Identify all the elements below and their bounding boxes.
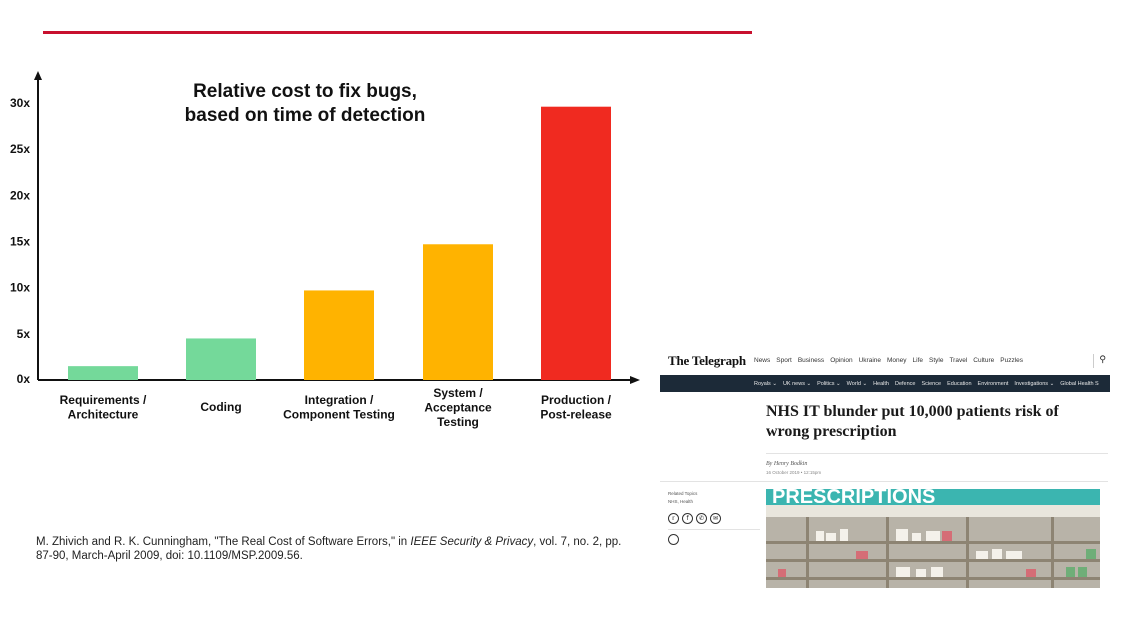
telegraph-logo: The Telegraph [668, 353, 746, 368]
subnav-item[interactable]: Global Health S [1060, 380, 1099, 387]
nav-item-ukraine[interactable]: Ukraine [858, 357, 881, 364]
subnav-item[interactable]: Environment [977, 380, 1009, 387]
divider [668, 529, 760, 530]
nav-item-opinion[interactable]: Opinion [830, 357, 853, 364]
related-topics: Related Topics NHS, Health [668, 490, 697, 506]
related-topics-value: NHS, Health [668, 499, 694, 504]
article-headline: NHS IT blunder put 10,000 patients risk … [766, 403, 1059, 440]
y-tick-label: 5x [17, 327, 31, 341]
y-tick-label: 25x [10, 142, 30, 156]
y-tick-label: 0x [17, 372, 31, 386]
email-icon[interactable]: ✉ [710, 513, 721, 524]
nav-item-life[interactable]: Life [912, 357, 923, 364]
bar-chart: 0x 5x 10x 15x 20x 25x 30x Requirements / Archite… [10, 71, 640, 429]
related-topics-label: Related Topics [668, 491, 698, 496]
telegraph-header: The Telegraph News Sport Business Opinion Uk… [660, 348, 1110, 374]
y-tick-label: 20x [10, 188, 30, 202]
y-tick-label: 15x [10, 235, 30, 249]
bar [304, 290, 374, 380]
share-buttons: 𝕣 f ✆ ✉ [668, 513, 721, 524]
y-tick-label: 10x [10, 281, 30, 295]
y-tick-label: 30x [10, 96, 30, 110]
article-date: 16 October 2019 • 12:15pm [766, 470, 822, 475]
top-red-rule [43, 31, 752, 34]
nav-item-money[interactable]: Money [887, 357, 907, 364]
subnav-item[interactable]: Education [947, 380, 972, 387]
x-tick-label: Production / Post-release [540, 393, 612, 422]
x-axis-arrowhead [630, 376, 640, 384]
photo-sign-text: PRESCRIPTIONS [772, 489, 935, 508]
telegraph-subnav: Royals ⌄ UK news ⌄ Politics ⌄ World ⌄ Health… [660, 375, 1110, 392]
comment-icon[interactable] [668, 534, 679, 545]
bar [68, 366, 138, 380]
telegraph-nav: News Sport Business Opinion Ukraine Money Life… [754, 357, 1023, 364]
nav-item-puzzles[interactable]: Puzzles [1000, 357, 1024, 364]
chart-title: Relative cost to fix bugs, based on time… [184, 81, 426, 126]
citation-authors: M. Zhivich and R. K. Cunningham, "The Re… [36, 536, 411, 548]
nav-item-news[interactable]: News [754, 357, 771, 364]
nav-item-business[interactable]: Business [797, 357, 825, 364]
subnav-item[interactable]: Health [873, 380, 889, 387]
divider [766, 453, 1108, 454]
search-icon[interactable]: ⚲ [1099, 355, 1106, 365]
subnav-item[interactable]: Science [921, 380, 942, 387]
nav-item-style[interactable]: Style [929, 357, 944, 364]
citation: M. Zhivich and R. K. Cunningham, "The Re… [36, 535, 636, 563]
bar [541, 106, 611, 381]
divider [660, 481, 1108, 482]
bar [423, 244, 493, 380]
citation-journal: IEEE Security & Privacy [410, 536, 534, 548]
x-tick-label: Coding [200, 400, 241, 414]
subnav-item[interactable]: World ⌄ [846, 380, 868, 387]
nav-divider [1093, 354, 1094, 368]
y-axis-arrowhead [34, 71, 42, 80]
x-tick-label: Requirements / Architecture [60, 393, 147, 422]
subnav-item[interactable]: Investigations ⌄ [1014, 380, 1055, 387]
subnav-item[interactable]: Royals ⌄ [754, 380, 777, 387]
bar [186, 338, 256, 380]
facebook-icon[interactable]: f [682, 513, 693, 524]
article-byline: By Henry Bodkin [766, 461, 808, 467]
twitter-icon[interactable]: 𝕣 [668, 513, 679, 524]
telegraph-article-screenshot: The Telegraph News Sport Business Opinion Uk… [660, 348, 1110, 588]
subnav-item[interactable]: Defence [894, 380, 916, 387]
nav-item-sport[interactable]: Sport [776, 357, 792, 364]
x-tick-label: Integration / Component Testing [283, 393, 395, 422]
nav-item-culture[interactable]: Culture [973, 357, 995, 364]
nav-item-travel[interactable]: Travel [949, 357, 968, 364]
x-tick-label: System / Acceptance Testing [424, 386, 492, 429]
citation-details: , vol. 7, no. 2, pp. 87-90, March-April … [36, 536, 622, 562]
subnav-item[interactable]: Politics ⌄ [817, 380, 841, 387]
pharmacy-photo: PRESCRIPTIONS [766, 489, 1100, 588]
whatsapp-icon[interactable]: ✆ [696, 513, 707, 524]
subnav-item[interactable]: UK news ⌄ [782, 380, 812, 387]
